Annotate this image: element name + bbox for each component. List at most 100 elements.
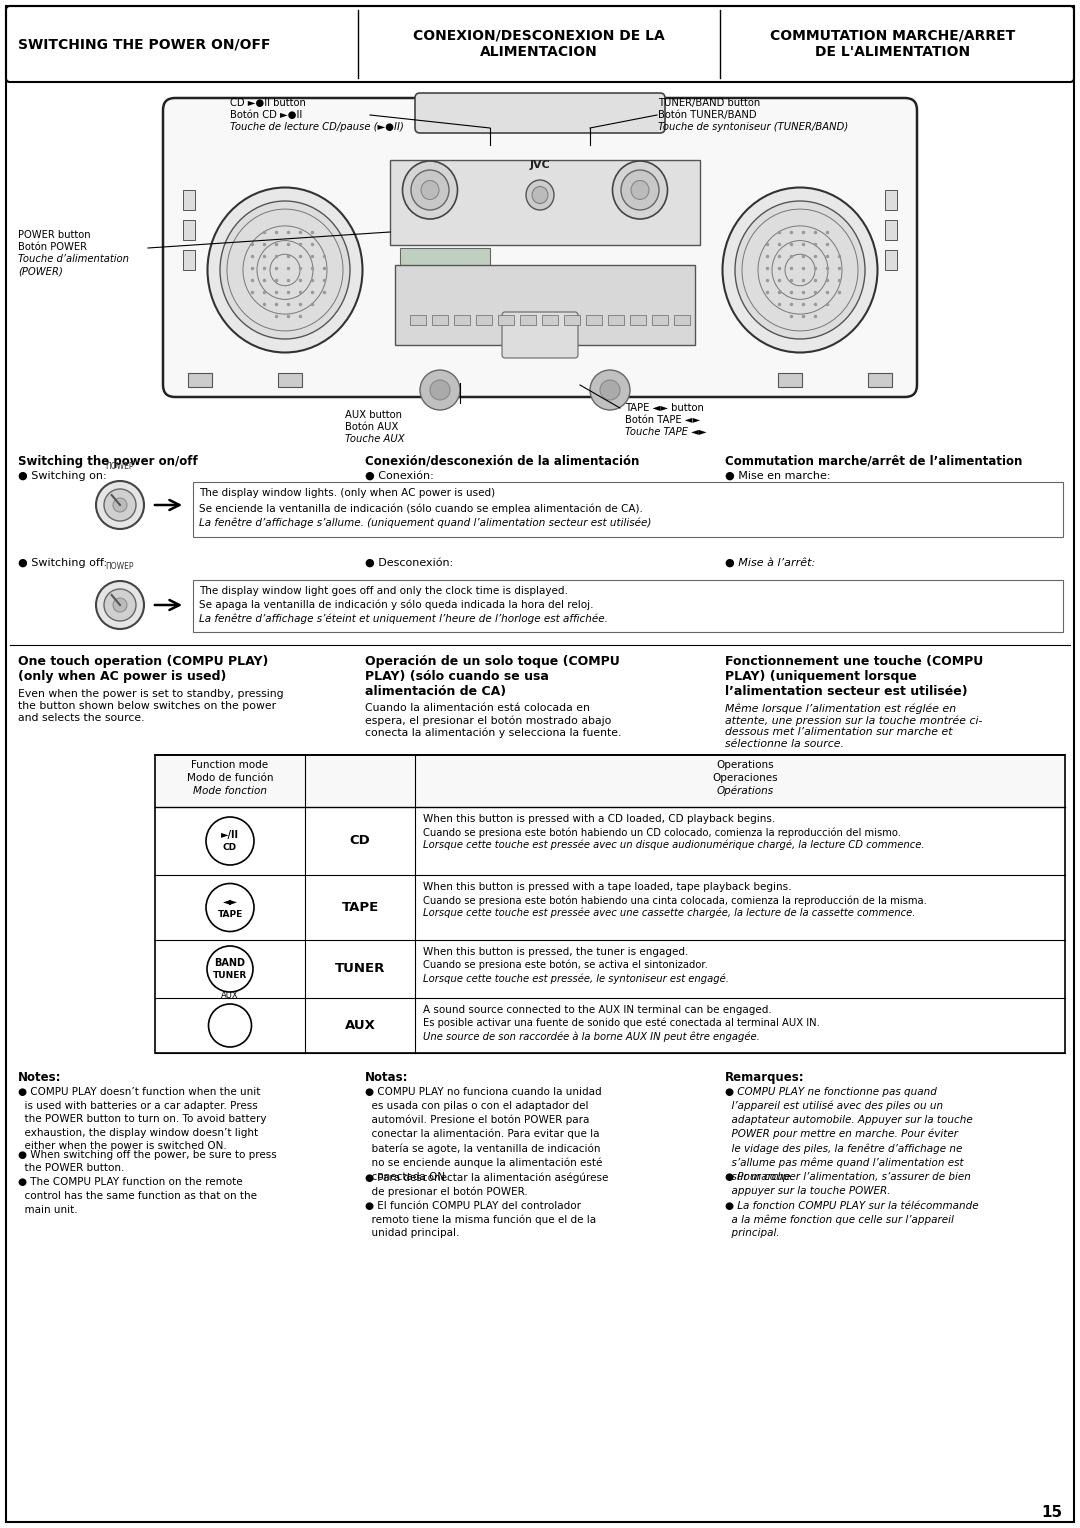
Text: Touche de syntoniseur (TUNER/BAND): Touche de syntoniseur (TUNER/BAND) xyxy=(658,122,848,131)
Bar xyxy=(652,315,669,325)
Text: ● Para desconectar la alimentación aségúrese
  de presionar el botón POWER.: ● Para desconectar la alimentación aségú… xyxy=(365,1172,608,1198)
Text: When this button is pressed, the tuner is engaged.: When this button is pressed, the tuner i… xyxy=(423,947,688,957)
Bar xyxy=(674,315,690,325)
Circle shape xyxy=(96,481,144,529)
Text: ● When switching off the power, be sure to press
  the POWER button.: ● When switching off the power, be sure … xyxy=(18,1149,276,1174)
Text: Botón TUNER/BAND: Botón TUNER/BAND xyxy=(658,110,757,121)
Text: Même lorsque l’alimentation est réglée en: Même lorsque l’alimentation est réglée e… xyxy=(725,703,956,714)
Ellipse shape xyxy=(403,160,458,219)
Circle shape xyxy=(430,380,450,400)
Text: La fenêtre d’affichage s’éteint et uniquement l’heure de l’horloge est affichée.: La fenêtre d’affichage s’éteint et uniqu… xyxy=(199,614,608,625)
Text: TAPE: TAPE xyxy=(217,911,243,918)
Text: Cuando la alimentación está colocada en: Cuando la alimentación está colocada en xyxy=(365,703,590,714)
Ellipse shape xyxy=(220,202,350,339)
Bar xyxy=(156,755,1065,807)
Text: Modo de función: Modo de función xyxy=(187,773,273,782)
Text: Botón POWER: Botón POWER xyxy=(18,241,87,252)
Bar xyxy=(586,315,602,325)
Bar xyxy=(278,373,302,387)
Text: TAPE ◄► button: TAPE ◄► button xyxy=(625,403,704,413)
Bar xyxy=(630,315,646,325)
Text: CD: CD xyxy=(350,834,370,848)
Circle shape xyxy=(96,581,144,630)
Text: Operations: Operations xyxy=(716,759,773,770)
Text: POWER button: POWER button xyxy=(18,231,91,240)
Text: Touche TAPE ◄►: Touche TAPE ◄► xyxy=(625,426,706,437)
Text: When this button is pressed with a tape loaded, tape playback begins.: When this button is pressed with a tape … xyxy=(423,882,792,892)
Text: Se apaga la ventanilla de indicación y sólo queda indicada la hora del reloj.: Se apaga la ventanilla de indicación y s… xyxy=(199,601,594,611)
Bar xyxy=(390,160,700,244)
Text: conecta la alimentación y selecciona la fuente.: conecta la alimentación y selecciona la … xyxy=(365,727,621,738)
Bar xyxy=(193,581,1063,633)
Text: ● Mise en marche:: ● Mise en marche: xyxy=(725,471,831,481)
Circle shape xyxy=(590,370,630,410)
Text: Operaciones: Operaciones xyxy=(712,773,778,782)
Text: TAPE: TAPE xyxy=(341,902,379,914)
Text: AUX: AUX xyxy=(221,992,239,999)
Text: Function mode: Function mode xyxy=(191,759,269,770)
Text: ПОWЕР: ПОWЕР xyxy=(106,562,134,571)
Text: Se enciende la ventanilla de indicación (sólo cuando se emplea alimentación de C: Se enciende la ventanilla de indicación … xyxy=(199,503,643,513)
Bar xyxy=(885,251,897,270)
Text: PLAY) (sólo cuando se usa: PLAY) (sólo cuando se usa xyxy=(365,669,549,683)
Text: One touch operation (COMPU PLAY): One touch operation (COMPU PLAY) xyxy=(18,656,268,668)
Text: CONEXION/DESCONEXION DE LA
ALIMENTACION: CONEXION/DESCONEXION DE LA ALIMENTACION xyxy=(414,29,665,60)
Text: Remarques:: Remarques: xyxy=(725,1071,805,1083)
Text: Botón TAPE ◄►: Botón TAPE ◄► xyxy=(625,416,700,425)
Bar xyxy=(454,315,470,325)
Bar xyxy=(542,315,558,325)
Text: Opérations: Opérations xyxy=(716,785,773,796)
FancyBboxPatch shape xyxy=(163,98,917,397)
Text: Fonctionnement une touche (COMPU: Fonctionnement une touche (COMPU xyxy=(725,656,983,668)
Bar xyxy=(885,220,897,240)
Bar xyxy=(183,251,195,270)
Text: and selects the source.: and selects the source. xyxy=(18,714,145,723)
Text: The display window light goes off and only the clock time is displayed.: The display window light goes off and on… xyxy=(199,587,568,596)
Bar xyxy=(498,315,514,325)
Circle shape xyxy=(206,817,254,865)
Text: ● Switching on:: ● Switching on: xyxy=(18,471,107,481)
Bar xyxy=(400,248,490,270)
Text: Notes:: Notes: xyxy=(18,1071,62,1083)
Circle shape xyxy=(104,489,136,521)
Bar xyxy=(476,315,492,325)
Ellipse shape xyxy=(207,188,363,353)
Text: ПОWЕР: ПОWЕР xyxy=(106,461,134,471)
Bar xyxy=(564,315,580,325)
Ellipse shape xyxy=(612,160,667,219)
Text: Botón AUX: Botón AUX xyxy=(345,422,399,432)
Text: Notas:: Notas: xyxy=(365,1071,408,1083)
FancyBboxPatch shape xyxy=(6,6,1074,83)
Text: (POWER): (POWER) xyxy=(18,266,63,277)
Bar xyxy=(432,315,448,325)
Text: (only when AC power is used): (only when AC power is used) xyxy=(18,669,227,683)
Text: Touche de lecture CD/pause (►●II): Touche de lecture CD/pause (►●II) xyxy=(230,122,404,131)
Ellipse shape xyxy=(411,170,449,209)
Text: Touche d’alimentation: Touche d’alimentation xyxy=(18,254,129,264)
Bar xyxy=(395,264,696,345)
Ellipse shape xyxy=(621,170,659,209)
Text: ● COMPU PLAY doesn’t function when the unit
  is used with batteries or a car ad: ● COMPU PLAY doesn’t function when the u… xyxy=(18,1086,267,1152)
Circle shape xyxy=(207,946,253,992)
Bar xyxy=(188,373,212,387)
Text: Operación de un solo toque (COMPU: Operación de un solo toque (COMPU xyxy=(365,656,620,668)
Text: When this button is pressed with a CD loaded, CD playback begins.: When this button is pressed with a CD lo… xyxy=(423,814,775,824)
Ellipse shape xyxy=(526,180,554,209)
Text: 15: 15 xyxy=(1041,1505,1062,1520)
Bar xyxy=(519,315,536,325)
Ellipse shape xyxy=(421,180,438,200)
Bar xyxy=(778,373,802,387)
Text: Lorsque cette touche est pressée avec une cassette chargée, la lecture de la cas: Lorsque cette touche est pressée avec un… xyxy=(423,908,916,918)
Circle shape xyxy=(113,597,127,613)
Text: SWITCHING THE POWER ON/OFF: SWITCHING THE POWER ON/OFF xyxy=(18,37,270,50)
Bar xyxy=(885,189,897,209)
Text: Even when the power is set to standby, pressing: Even when the power is set to standby, p… xyxy=(18,689,284,698)
Text: TUNER: TUNER xyxy=(335,963,386,975)
Ellipse shape xyxy=(735,202,865,339)
Text: AUX button: AUX button xyxy=(345,410,402,420)
Text: La fenêtre d’affichage s’allume. (uniquement quand l’alimentation secteur est ut: La fenêtre d’affichage s’allume. (unique… xyxy=(199,518,651,529)
Text: Conexión/desconexión de la alimentación: Conexión/desconexión de la alimentación xyxy=(365,455,639,468)
Ellipse shape xyxy=(532,186,548,203)
Text: A sound source connected to the AUX IN terminal can be engaged.: A sound source connected to the AUX IN t… xyxy=(423,1005,772,1015)
Circle shape xyxy=(600,380,620,400)
